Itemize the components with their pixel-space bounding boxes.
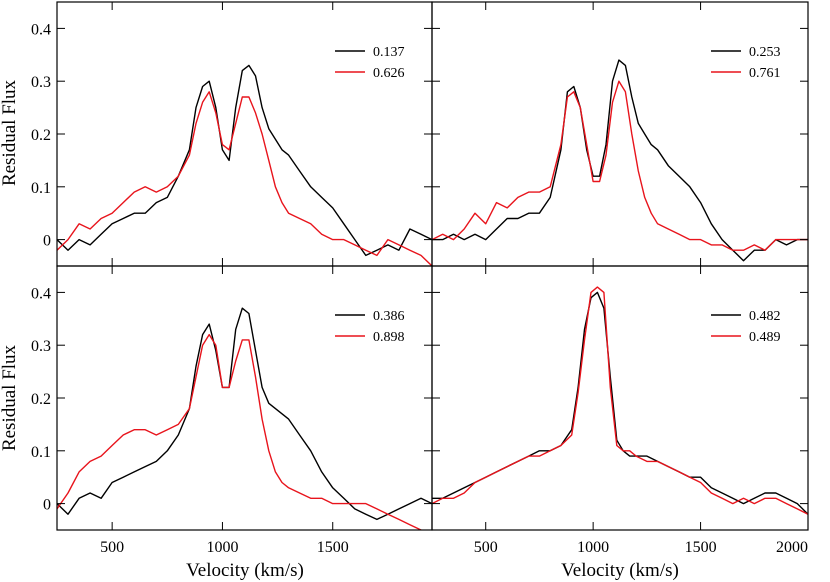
y-tick-label: 0.1 bbox=[31, 180, 51, 197]
x-tick-label: 1500 bbox=[685, 539, 717, 556]
x-tick-label: 1500 bbox=[317, 539, 349, 556]
legend-label-0.761: 0.761 bbox=[749, 66, 781, 81]
x-tick-label: 2000 bbox=[776, 539, 808, 556]
panel-top-left: 0 0.1 0.2 0.3 0.4 0.137 0.626 bbox=[31, 1, 433, 267]
y-tick-label: 0.3 bbox=[31, 74, 51, 91]
legend-label-0.253: 0.253 bbox=[749, 45, 781, 60]
y-tick-label: 0.2 bbox=[31, 127, 51, 144]
y-axis-label-bottom: Residual Flux bbox=[0, 344, 20, 451]
x-axis-label-left: Velocity (km/s) bbox=[186, 560, 304, 581]
series-line-0.761 bbox=[432, 80, 808, 251]
panel-frame bbox=[431, 265, 809, 531]
x-tick-label: 500 bbox=[474, 539, 498, 556]
panel-bottom-right: 500 1000 1500 2000 0.482 0.489 bbox=[431, 265, 809, 556]
x-tick-label: 1000 bbox=[577, 539, 609, 556]
y-tick-label: 0 bbox=[43, 233, 51, 250]
plot-layer: 0 0.1 0.2 0.3 0.4 0.137 0.626 0.253 0.761 0 0.1 0.2… bbox=[31, 1, 809, 556]
x-tick-label: 1000 bbox=[206, 539, 238, 556]
panel-frame bbox=[56, 265, 433, 531]
panel-bottom-left: 0 0.1 0.2 0.3 0.4 500 1000 1500 0.386 0.898 bbox=[31, 265, 433, 556]
legend-label-0.898: 0.898 bbox=[373, 330, 405, 345]
x-axis-label-right: Velocity (km/s) bbox=[561, 560, 679, 581]
series-line-0.898 bbox=[57, 333, 423, 530]
series-line-0.253 bbox=[432, 59, 808, 262]
y-tick-label: 0 bbox=[43, 497, 51, 514]
series-line-0.482 bbox=[432, 291, 808, 515]
legend-label-0.137: 0.137 bbox=[373, 45, 405, 60]
x-tick-label: 500 bbox=[100, 539, 124, 556]
panel-frame bbox=[431, 1, 809, 267]
panel-top-right: 0.253 0.761 bbox=[431, 1, 809, 267]
y-tick-label: 0.2 bbox=[31, 391, 51, 408]
series-line-0.386 bbox=[57, 307, 432, 521]
legend-label-0.489: 0.489 bbox=[749, 330, 781, 345]
y-axis-label-top: Residual Flux bbox=[0, 79, 20, 186]
legend-label-0.386: 0.386 bbox=[373, 309, 405, 324]
series-line-0.626 bbox=[57, 91, 432, 266]
series-line-0.137 bbox=[57, 64, 432, 257]
legend-label-0.626: 0.626 bbox=[373, 66, 405, 81]
legend-label-0.482: 0.482 bbox=[749, 309, 781, 324]
panel-frame bbox=[56, 1, 433, 267]
y-tick-label: 0.4 bbox=[31, 285, 51, 302]
series-line-0.489 bbox=[432, 286, 808, 515]
y-tick-label: 0.1 bbox=[31, 444, 51, 461]
y-tick-label: 0.4 bbox=[31, 21, 51, 38]
y-tick-label: 0.3 bbox=[31, 338, 51, 355]
